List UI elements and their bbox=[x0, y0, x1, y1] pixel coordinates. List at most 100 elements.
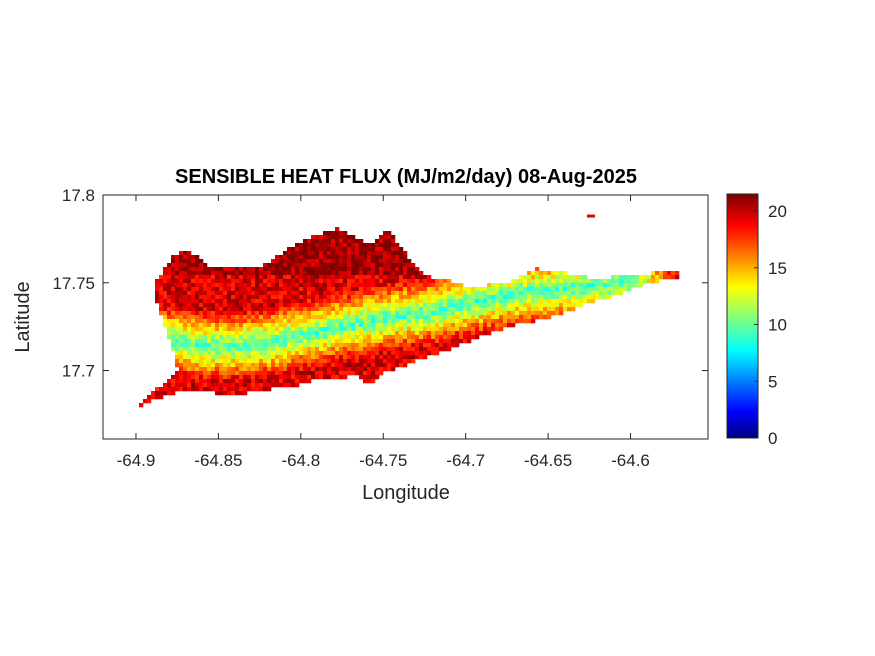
heat-cell bbox=[175, 255, 180, 260]
heat-cell bbox=[463, 291, 468, 296]
heat-cell bbox=[279, 279, 284, 284]
heat-cell bbox=[403, 267, 408, 272]
heat-cell bbox=[355, 331, 360, 336]
heat-cell bbox=[327, 347, 332, 352]
heat-cell bbox=[255, 343, 260, 348]
heat-cell bbox=[507, 319, 512, 324]
heat-cell bbox=[203, 371, 208, 376]
heat-cell bbox=[467, 307, 472, 312]
heat-cell bbox=[171, 263, 176, 268]
heat-cell bbox=[347, 363, 352, 368]
heat-cell bbox=[339, 255, 344, 260]
heat-cell bbox=[571, 275, 576, 280]
heat-cell bbox=[199, 275, 204, 280]
heat-cell bbox=[211, 327, 216, 332]
heat-cell bbox=[315, 351, 320, 356]
heat-cell bbox=[535, 275, 540, 280]
heat-cell bbox=[315, 327, 320, 332]
heat-cell bbox=[307, 247, 312, 252]
heat-cell bbox=[495, 327, 500, 332]
heat-cell bbox=[247, 267, 252, 272]
heat-cell bbox=[331, 279, 336, 284]
heat-cell bbox=[327, 243, 332, 248]
heat-cell bbox=[155, 279, 160, 284]
heat-cell bbox=[607, 295, 612, 300]
heat-cell bbox=[239, 343, 244, 348]
heat-cell bbox=[567, 307, 572, 312]
heat-cell bbox=[335, 355, 340, 360]
heat-cell bbox=[219, 299, 224, 304]
heat-cell bbox=[547, 315, 552, 320]
heat-cell bbox=[439, 339, 444, 344]
heat-cell bbox=[507, 291, 512, 296]
heat-cell bbox=[531, 307, 536, 312]
heat-cell bbox=[523, 311, 528, 316]
heat-cell bbox=[263, 291, 268, 296]
heat-cell bbox=[499, 283, 504, 288]
heat-cell bbox=[351, 311, 356, 316]
heat-cell bbox=[199, 339, 204, 344]
heat-cell bbox=[159, 311, 164, 316]
heat-cell bbox=[451, 311, 456, 316]
heat-cell bbox=[375, 359, 380, 364]
heat-cell bbox=[635, 283, 640, 288]
heat-cell bbox=[295, 295, 300, 300]
heat-cell bbox=[555, 311, 560, 316]
heat-cell bbox=[395, 331, 400, 336]
heat-cell bbox=[287, 259, 292, 264]
heat-cell bbox=[351, 371, 356, 376]
heat-cell bbox=[323, 355, 328, 360]
heat-cell bbox=[415, 339, 420, 344]
heat-cell bbox=[523, 307, 528, 312]
heat-cell bbox=[227, 383, 232, 388]
heat-cell bbox=[307, 375, 312, 380]
heat-cell bbox=[171, 291, 176, 296]
heat-cell bbox=[387, 295, 392, 300]
heat-cell bbox=[519, 291, 524, 296]
heat-cell bbox=[303, 355, 308, 360]
heat-cell bbox=[363, 255, 368, 260]
heat-cell bbox=[423, 275, 428, 280]
heat-cell bbox=[247, 347, 252, 352]
heat-cell bbox=[319, 307, 324, 312]
heat-cell bbox=[487, 327, 492, 332]
heat-cell bbox=[183, 347, 188, 352]
heat-cell bbox=[183, 343, 188, 348]
heat-cell bbox=[247, 299, 252, 304]
heat-cell bbox=[215, 275, 220, 280]
heat-cell bbox=[203, 335, 208, 340]
heat-cell bbox=[347, 247, 352, 252]
heat-cell bbox=[367, 351, 372, 356]
heat-cell bbox=[195, 359, 200, 364]
heat-cell bbox=[263, 383, 268, 388]
heat-cell bbox=[623, 287, 628, 292]
heat-cell bbox=[355, 347, 360, 352]
heat-cell bbox=[383, 299, 388, 304]
heat-cell bbox=[327, 319, 332, 324]
heat-cell bbox=[251, 283, 256, 288]
heat-cell bbox=[367, 367, 372, 372]
heat-cell bbox=[387, 235, 392, 240]
heat-cell bbox=[331, 323, 336, 328]
heat-cell bbox=[395, 283, 400, 288]
heat-cell bbox=[263, 295, 268, 300]
heat-cell bbox=[371, 347, 376, 352]
heat-cell bbox=[275, 315, 280, 320]
heat-cell bbox=[591, 283, 596, 288]
heat-cell bbox=[407, 279, 412, 284]
x-tick-label: -64.65 bbox=[524, 451, 572, 470]
heat-cell bbox=[275, 375, 280, 380]
heat-cell bbox=[403, 291, 408, 296]
heat-cell bbox=[335, 251, 340, 256]
heat-cell bbox=[323, 375, 328, 380]
heat-cell bbox=[327, 371, 332, 376]
heat-cell bbox=[439, 319, 444, 324]
heat-cell bbox=[647, 275, 652, 280]
heat-cell bbox=[379, 259, 384, 264]
heat-cell bbox=[179, 319, 184, 324]
heat-cell bbox=[255, 307, 260, 312]
heat-cell bbox=[419, 339, 424, 344]
heat-cell bbox=[379, 339, 384, 344]
heat-cell bbox=[243, 387, 248, 392]
heat-cell bbox=[335, 359, 340, 364]
